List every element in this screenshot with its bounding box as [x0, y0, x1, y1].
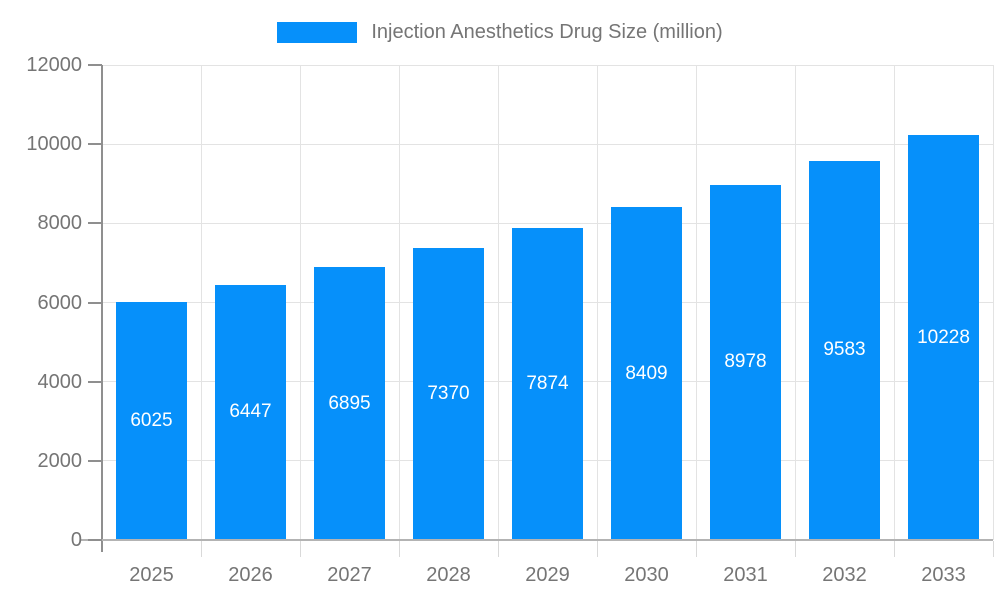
- x-axis-tick: [200, 541, 202, 557]
- bar[interactable]: [709, 184, 782, 540]
- x-axis-tick-label: 2030: [624, 564, 669, 586]
- v-gridline: [794, 65, 796, 540]
- x-axis-tick-label: 2025: [129, 564, 174, 586]
- bar-value-label: 6025: [130, 409, 173, 431]
- bar[interactable]: [115, 301, 188, 540]
- x-axis-tick: [992, 541, 994, 557]
- x-axis-tick-label: 2029: [525, 564, 570, 586]
- y-axis-tick-label: 8000: [37, 212, 83, 235]
- v-gridline: [695, 65, 697, 540]
- x-axis-tick: [596, 541, 598, 557]
- x-axis-tick-label: 2033: [921, 564, 966, 586]
- x-axis-tick-label: 2026: [228, 564, 273, 586]
- bar[interactable]: [907, 135, 980, 540]
- h-gridline: [102, 222, 993, 224]
- v-gridline: [200, 65, 202, 540]
- bar[interactable]: [808, 160, 881, 540]
- legend-label: Injection Anesthetics Drug Size (million…: [371, 21, 723, 43]
- plot-area: 6025 6447 6895 7370 7874 8409 8978 9583 10228: [102, 64, 994, 540]
- y-axis-tick-label: 2000: [37, 449, 83, 472]
- bar[interactable]: [313, 267, 386, 540]
- y-axis-tick-label: 4000: [37, 370, 83, 393]
- bar[interactable]: [214, 284, 287, 540]
- bar[interactable]: [610, 207, 683, 540]
- bar-value-label: 10228: [917, 326, 970, 348]
- bar[interactable]: [511, 228, 584, 540]
- y-axis-tick: [88, 459, 102, 462]
- y-axis-tick-label: 0: [70, 529, 82, 551]
- bar-value-label: 7370: [427, 383, 470, 405]
- y-axis-tick-label: 6000: [37, 291, 83, 314]
- bar-value-label: 6447: [229, 401, 272, 423]
- legend-swatch-icon: [277, 21, 358, 43]
- x-axis-tick-label: 2031: [723, 564, 768, 586]
- x-axis-tick-label: 2027: [327, 564, 372, 586]
- y-axis-tick: [88, 380, 102, 383]
- y-axis-tick-label: 12000: [26, 54, 82, 76]
- v-gridline: [497, 65, 499, 540]
- y-axis-tick: [88, 222, 102, 225]
- y-axis-tick: [88, 301, 102, 304]
- bar[interactable]: [412, 248, 485, 540]
- v-gridline: [398, 65, 400, 540]
- v-gridline: [299, 65, 301, 540]
- x-axis-tick-label: 2032: [822, 564, 867, 586]
- bar-value-label: 8409: [625, 362, 668, 384]
- x-axis-tick: [893, 541, 895, 557]
- h-gridline: [102, 64, 993, 66]
- bar-value-label: 6895: [328, 392, 371, 414]
- x-axis-baseline: [80, 539, 993, 541]
- v-gridline: [893, 65, 895, 540]
- x-axis-tick: [299, 541, 301, 557]
- bar-value-label: 7874: [526, 373, 569, 395]
- bar-value-label: 8978: [724, 351, 767, 373]
- y-axis-tick-label: 10000: [26, 133, 82, 156]
- x-axis-tick-label: 2028: [426, 564, 471, 586]
- legend[interactable]: Injection Anesthetics Drug Size (million…: [0, 12, 1000, 52]
- v-gridline: [596, 65, 598, 540]
- bar-value-label: 9583: [823, 339, 866, 361]
- x-axis-tick: [497, 541, 499, 557]
- h-gridline: [102, 143, 993, 145]
- y-axis-tick: [88, 143, 102, 146]
- y-axis-tick: [88, 64, 102, 66]
- v-gridline: [992, 65, 994, 540]
- x-axis-tick: [398, 541, 400, 557]
- x-axis-tick: [695, 541, 697, 557]
- y-axis-tick: [88, 539, 102, 541]
- x-axis-tick: [794, 541, 796, 557]
- y-axis-line: [101, 65, 103, 552]
